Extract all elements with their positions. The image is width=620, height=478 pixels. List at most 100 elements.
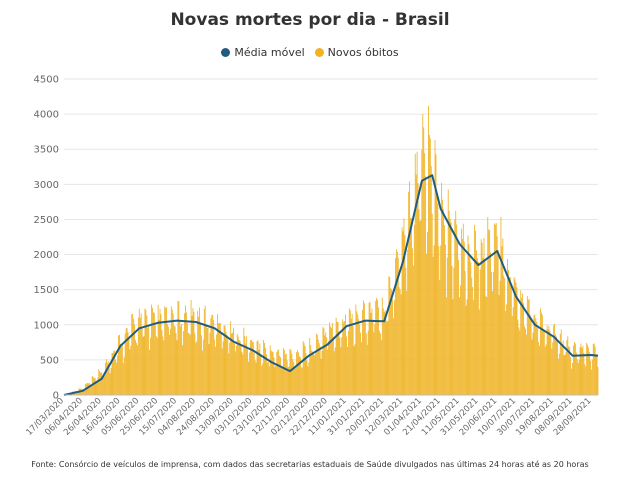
bar-novos-obitos	[344, 321, 346, 395]
bar-novos-obitos	[492, 271, 494, 395]
bar-novos-obitos	[596, 354, 598, 395]
bar-novos-obitos	[233, 327, 234, 395]
bar-novos-obitos	[122, 362, 124, 395]
bar-novos-obitos	[104, 372, 105, 395]
bar-novos-obitos	[584, 364, 586, 395]
legend-label-novos-obitos: Novos óbitos	[327, 46, 399, 59]
bar-novos-obitos	[573, 341, 575, 395]
bar-novos-obitos	[454, 219, 456, 395]
bar-novos-obitos	[360, 332, 362, 395]
bar-novos-obitos	[266, 362, 268, 395]
bar-novos-obitos	[483, 237, 485, 395]
bar-novos-obitos	[90, 384, 92, 395]
bar-novos-obitos	[460, 228, 462, 395]
bar-novos-obitos	[372, 320, 374, 395]
bar-novos-obitos	[244, 335, 246, 395]
bar-novos-obitos	[313, 352, 314, 395]
bar-novos-obitos	[282, 348, 284, 395]
bar-novos-obitos	[300, 367, 302, 395]
bar-novos-obitos	[384, 310, 386, 395]
bar-novos-obitos	[575, 352, 577, 395]
bar-novos-obitos	[589, 352, 590, 395]
bar-novos-obitos	[489, 230, 491, 395]
bar-novos-obitos	[98, 369, 100, 395]
bar-novos-obitos	[573, 345, 574, 395]
legend-item-media-movel[interactable]: Média móvel	[221, 46, 305, 59]
bar-novos-obitos	[347, 346, 348, 395]
bar-novos-obitos	[325, 332, 327, 395]
bar-novos-obitos	[146, 315, 148, 395]
bar-novos-obitos	[135, 339, 136, 395]
bar-novos-obitos	[550, 335, 552, 395]
bar-novos-obitos	[405, 268, 407, 395]
bar-novos-obitos	[253, 352, 255, 395]
bar-novos-obitos	[456, 224, 458, 395]
bar-novos-obitos	[358, 319, 360, 395]
bar-novos-obitos	[442, 199, 443, 395]
bar-novos-obitos	[512, 307, 514, 395]
bar-novos-obitos	[170, 306, 172, 395]
bar-novos-obitos	[316, 334, 318, 395]
bar-novos-obitos	[557, 358, 559, 395]
bar-novos-obitos	[525, 334, 527, 395]
bar-novos-obitos	[330, 326, 331, 395]
bar-novos-obitos	[380, 339, 382, 395]
bar-novos-obitos	[276, 351, 278, 395]
bar-novos-obitos	[159, 309, 161, 395]
bar-novos-obitos	[554, 323, 556, 395]
bar-novos-obitos	[106, 362, 108, 395]
bar-novos-obitos	[283, 349, 285, 395]
bar-novos-obitos	[527, 299, 529, 395]
legend-item-novos-obitos[interactable]: Novos óbitos	[314, 46, 399, 59]
bar-novos-obitos	[120, 346, 122, 395]
bar-novos-obitos	[306, 360, 308, 395]
bar-novos-obitos	[166, 307, 168, 395]
bar-novos-obitos	[252, 341, 254, 395]
bar-novos-obitos	[545, 344, 547, 395]
bar-novos-obitos	[403, 218, 405, 395]
bar-novos-obitos	[298, 356, 300, 395]
bar-novos-obitos	[277, 350, 279, 395]
bar-novos-obitos	[342, 319, 344, 395]
legend: Média móvel Novos óbitos	[0, 46, 620, 59]
bar-novos-obitos	[579, 347, 581, 395]
bar-novos-obitos	[136, 342, 137, 395]
bar-novos-obitos	[87, 383, 88, 395]
bar-novos-obitos	[479, 269, 481, 395]
bar-novos-obitos	[240, 345, 242, 395]
y-tick-label: 4500	[34, 75, 59, 86]
bar-novos-obitos	[566, 340, 568, 395]
bar-novos-obitos	[537, 327, 539, 395]
bar-novos-obitos	[221, 348, 223, 395]
bar-novos-obitos	[410, 218, 411, 395]
bar-novos-obitos	[323, 328, 325, 395]
bar-novos-obitos	[281, 368, 282, 395]
bar-novos-obitos	[417, 183, 419, 395]
bar-novos-obitos	[225, 331, 227, 395]
bar-novos-obitos	[153, 313, 155, 395]
bar-novos-obitos	[312, 351, 314, 395]
bar-novos-obitos	[118, 335, 120, 395]
bar-novos-obitos	[227, 339, 229, 395]
bar-novos-obitos	[199, 307, 200, 395]
bar-novos-obitos	[258, 349, 260, 395]
bar-novos-obitos	[382, 308, 384, 395]
y-tick-label: 2000	[34, 250, 59, 261]
bar-novos-obitos	[506, 304, 508, 395]
bar-novos-obitos	[436, 192, 438, 395]
bar-novos-obitos	[239, 340, 241, 395]
bar-novos-obitos	[243, 327, 245, 395]
bar-novos-obitos	[196, 341, 198, 395]
bar-novos-obitos	[518, 327, 520, 395]
bar-novos-obitos	[443, 208, 444, 395]
bar-novos-obitos	[519, 330, 521, 395]
bar-novos-obitos	[576, 359, 578, 395]
bar-novos-obitos	[314, 353, 316, 395]
bar-novos-obitos	[587, 344, 589, 395]
bar-novos-obitos	[453, 267, 455, 395]
bar-novos-obitos	[580, 343, 582, 395]
bar-novos-obitos	[141, 326, 143, 395]
bar-novos-obitos	[561, 344, 563, 395]
bar-novos-obitos	[520, 290, 522, 395]
bar-novos-obitos	[174, 326, 176, 395]
